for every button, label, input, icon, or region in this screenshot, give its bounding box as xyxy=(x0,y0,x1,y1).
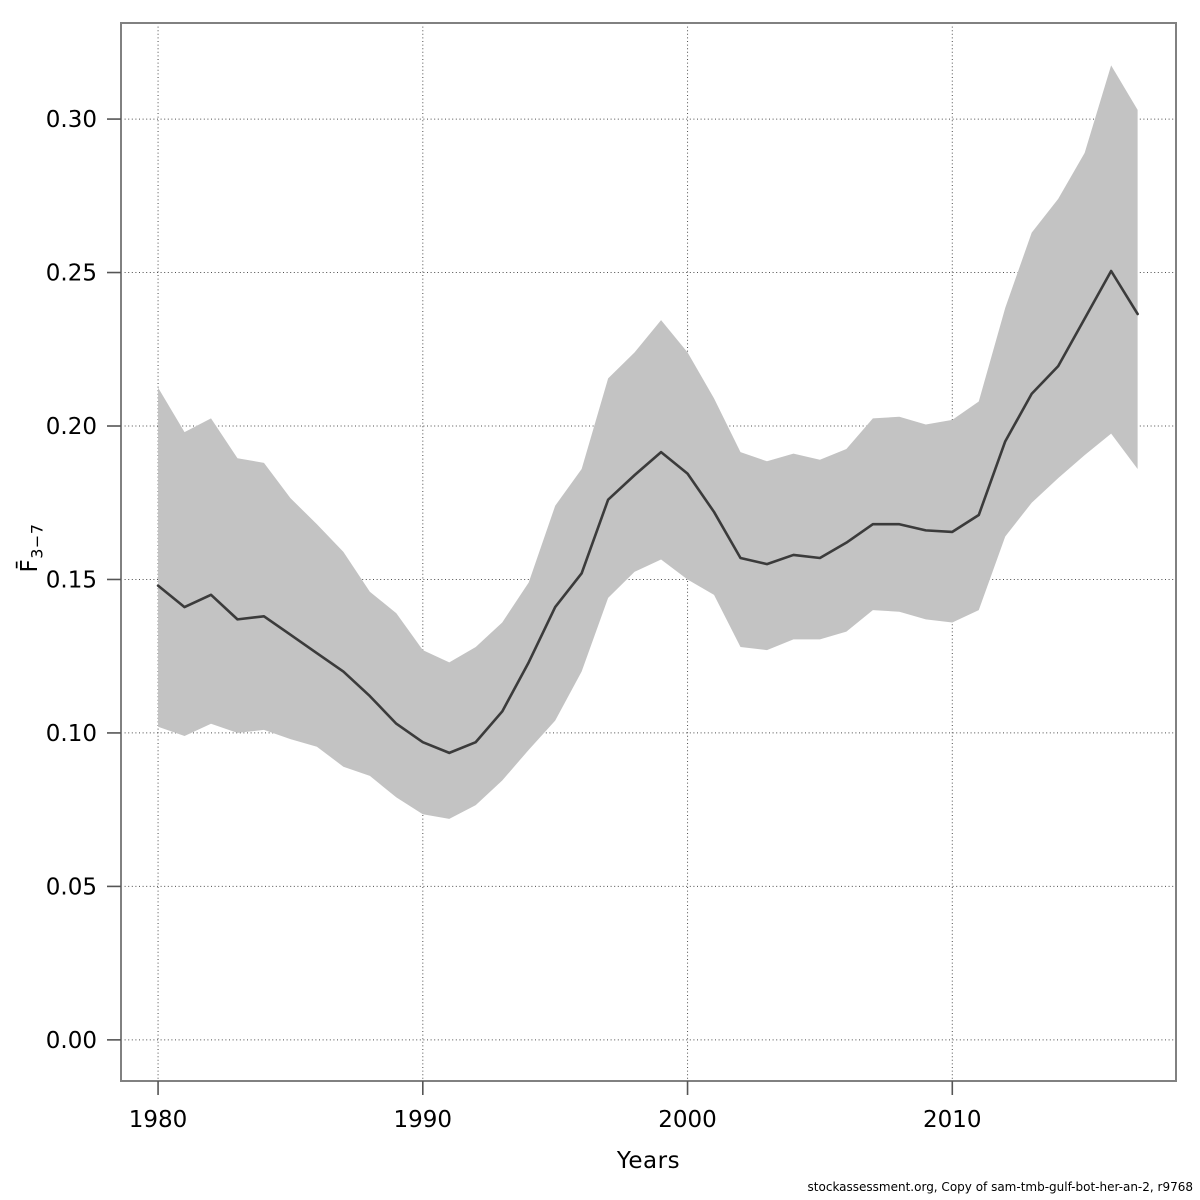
y-tick-label: 0.15 xyxy=(46,567,97,593)
stockassessment-attribution: stockassessment.org, Copy of sam-tmb-gul… xyxy=(807,1180,1193,1194)
y-tick-label: 0.25 xyxy=(46,261,97,287)
y-axis-title-main: F̄ xyxy=(17,558,43,573)
y-tick-label: 0.05 xyxy=(46,874,97,900)
fbar-polyline xyxy=(156,269,1139,755)
x-tick-label: 2000 xyxy=(658,1107,717,1133)
x-tick-label: 1980 xyxy=(129,1107,188,1133)
plot-border xyxy=(120,22,1177,1082)
axis-tick-labels: 0.00 0.05 0.10 0.15 0.20 0.25 0.30 1980 1990 2000… xyxy=(46,107,982,1133)
x-tick-label: 1990 xyxy=(394,1107,453,1133)
y-tick-label: 0.10 xyxy=(46,721,97,747)
ci-band-polygon xyxy=(158,65,1138,819)
y-tick-label: 0.30 xyxy=(46,107,97,133)
y-tick-label: 0.20 xyxy=(46,414,97,440)
plot-frame xyxy=(120,22,1177,1082)
y-tick-label: 0.00 xyxy=(46,1028,97,1054)
x-tick-label: 2010 xyxy=(923,1107,982,1133)
y-axis-title: F̄3−7 xyxy=(17,478,47,618)
y-axis-title-subscript: 3−7 xyxy=(27,523,47,559)
confidence-band xyxy=(158,65,1138,819)
x-axis-title: Years xyxy=(616,1148,681,1174)
fbar-line xyxy=(156,269,1139,755)
axis-ticks xyxy=(107,118,954,1095)
